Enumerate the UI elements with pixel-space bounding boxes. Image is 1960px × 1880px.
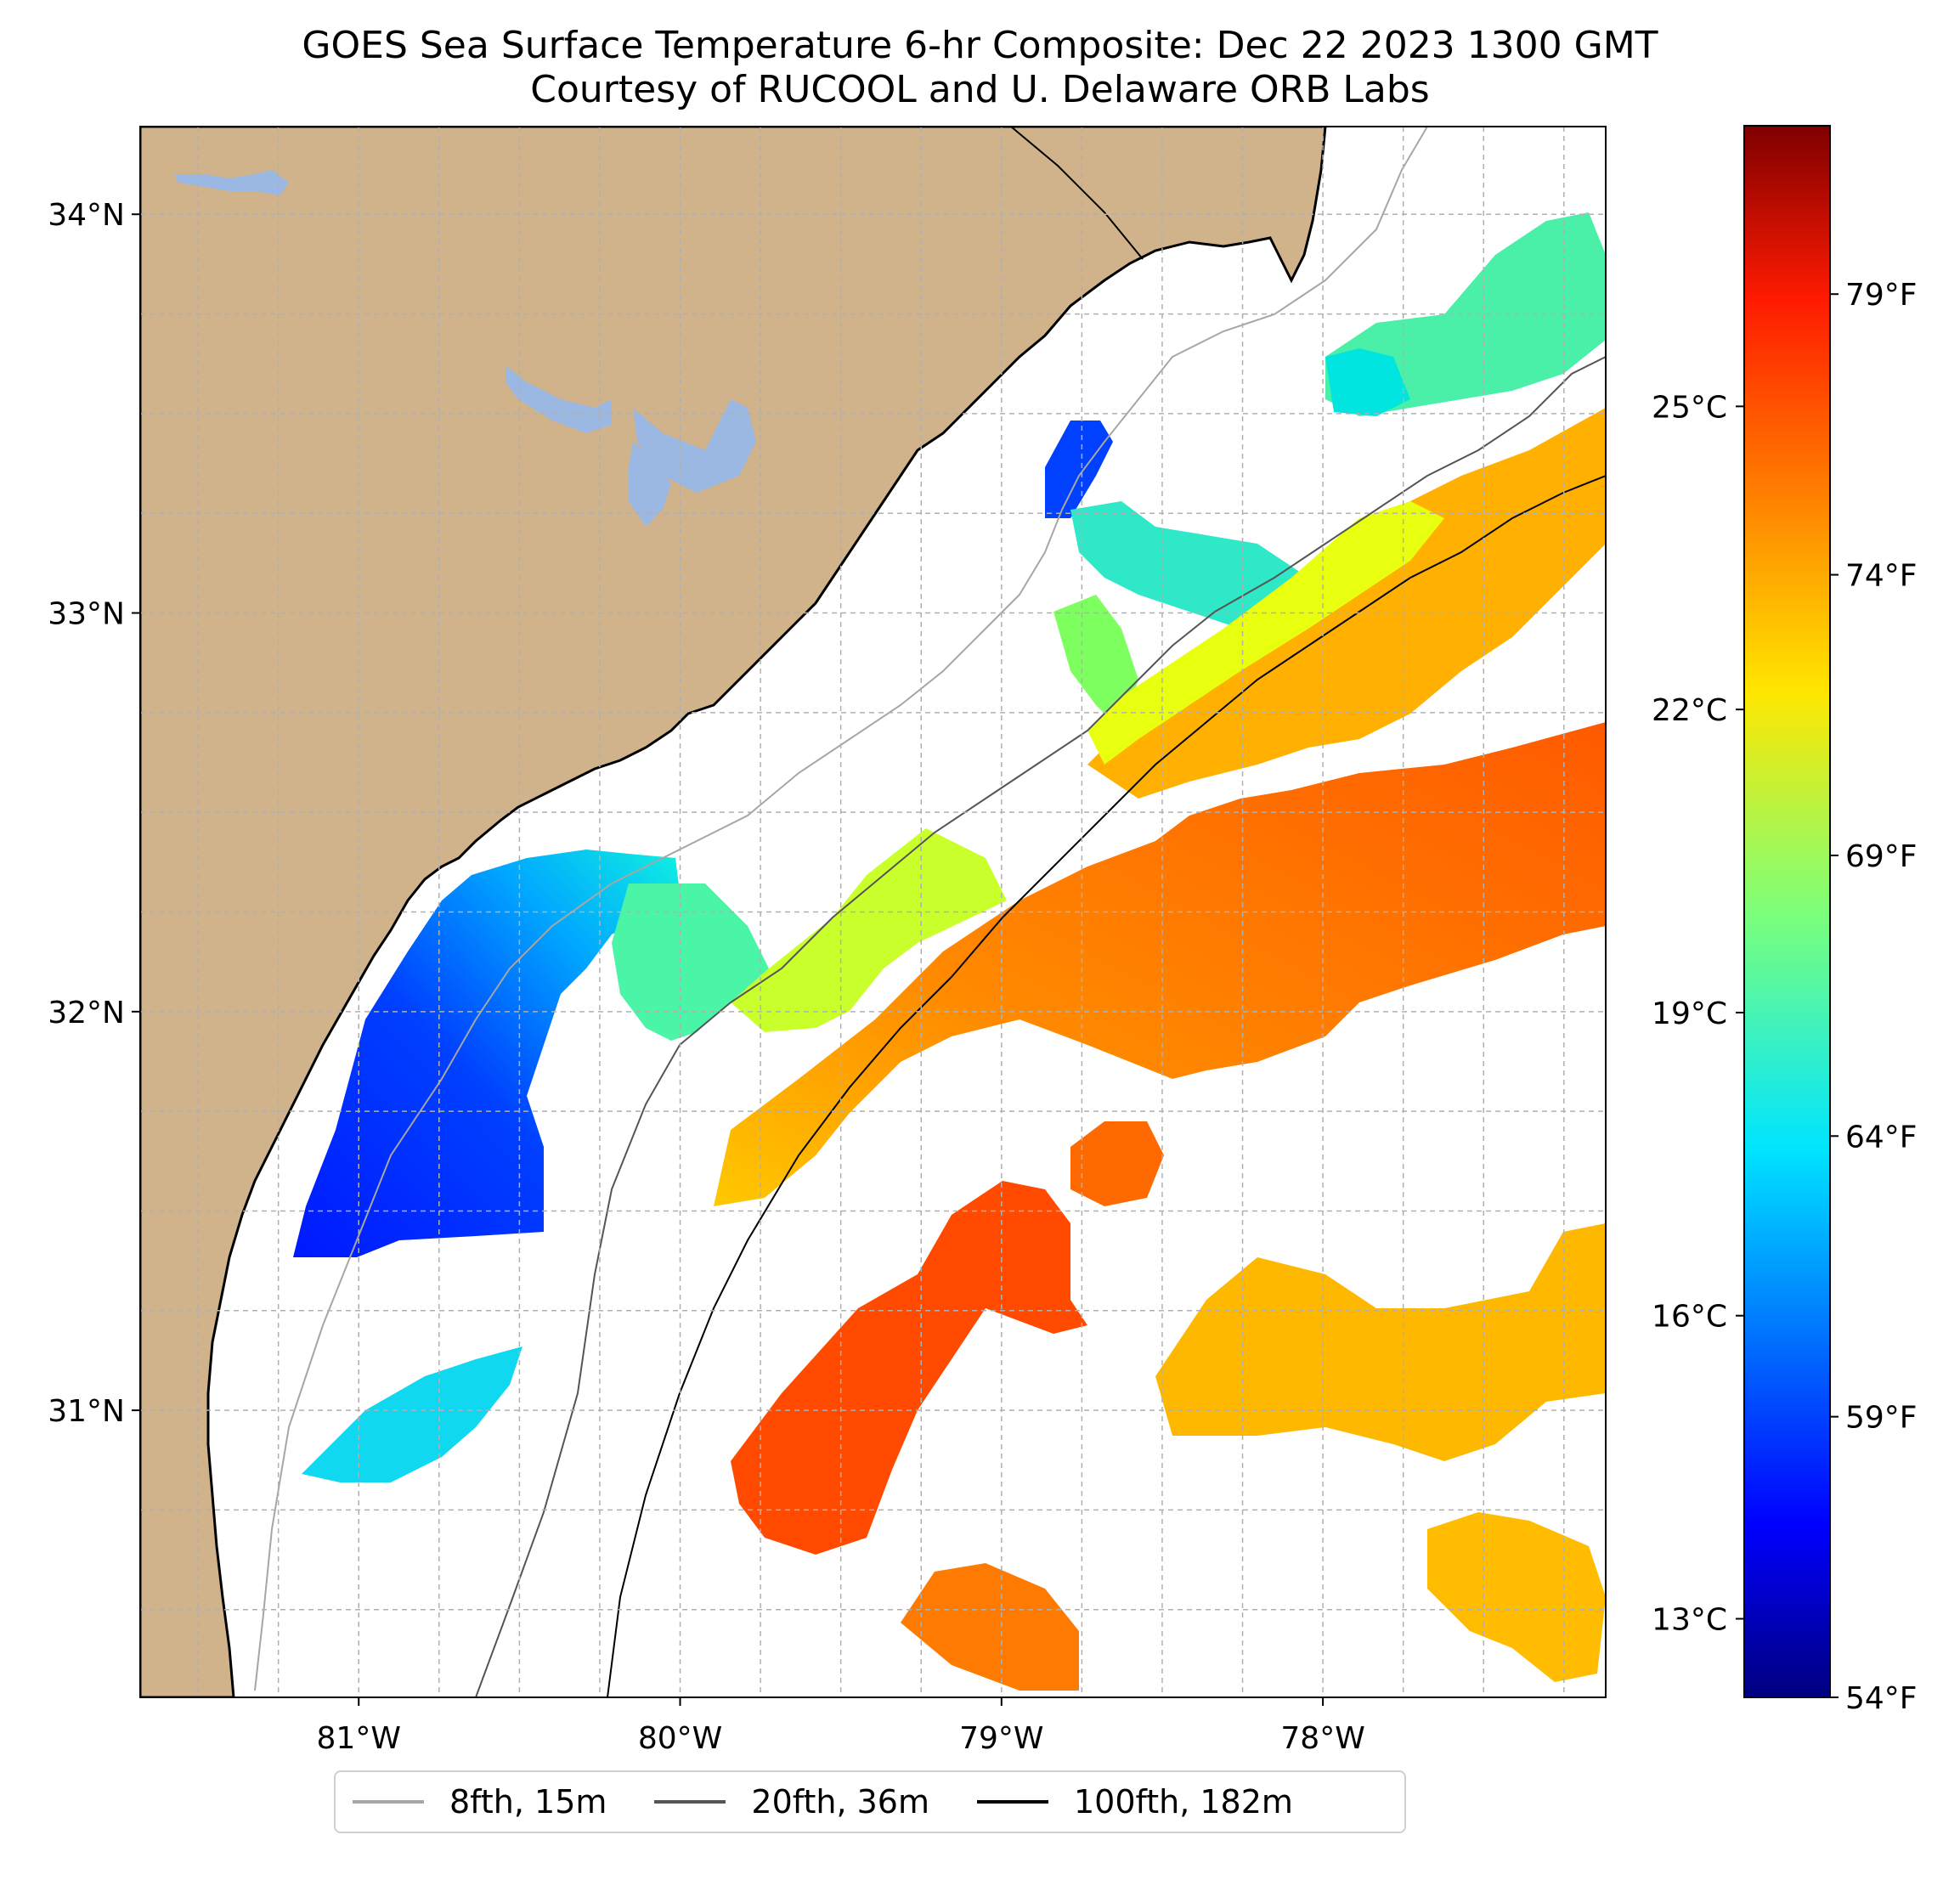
chart-title-line2: Courtesy of RUCOOL and U. Delaware ORB L… bbox=[530, 68, 1430, 111]
lake-moultrie bbox=[633, 399, 756, 493]
sst-patch-cool-shelf-south bbox=[302, 1346, 522, 1482]
sst-patch-cold-coastal-georgia bbox=[293, 850, 680, 1257]
colorbar-celsius-label: 19°C bbox=[1652, 996, 1727, 1031]
sst-patch-cyan-nc bbox=[1325, 348, 1410, 416]
colorbar-fahrenheit-label: 69°F bbox=[1845, 839, 1918, 874]
colorbar-celsius-label: 16°C bbox=[1652, 1300, 1727, 1335]
colorbar-celsius-label: 13°C bbox=[1652, 1603, 1727, 1638]
lake-north bbox=[506, 365, 612, 433]
legend-item-20fth: 20fth, 36m bbox=[654, 1783, 929, 1821]
colorbar-celsius-label: 22°C bbox=[1652, 693, 1727, 728]
contour-legend: 8fth, 15m 20fth, 36m 100fth, 182m bbox=[334, 1770, 1406, 1833]
chart-title-line1: GOES Sea Surface Temperature 6-hr Compos… bbox=[302, 24, 1658, 67]
colorbar-fahrenheit-labels: 79°F 74°F 69°F 64°F 59°F 54°F bbox=[1830, 278, 1918, 1716]
map-panel bbox=[139, 126, 1607, 1698]
colorbar-fahrenheit-label: 74°F bbox=[1845, 559, 1918, 594]
colorbar-celsius-labels: 25°C 22°C 19°C 16°C 13°C bbox=[1652, 390, 1744, 1638]
sst-patch-warm-offshore-southeast bbox=[1427, 1512, 1606, 1682]
legend-line-20fth bbox=[654, 1800, 726, 1804]
sst-patch-cool-long-bay bbox=[1070, 501, 1308, 629]
colorbar-fahrenheit-label: 54°F bbox=[1845, 1681, 1918, 1716]
gridlines bbox=[140, 127, 1606, 1697]
colorbar-fahrenheit-label: 79°F bbox=[1845, 278, 1918, 313]
sst-patch-warm-offshore-southwest bbox=[901, 1563, 1079, 1691]
colorbar-gradient bbox=[1743, 125, 1831, 1698]
lake-northwest bbox=[174, 170, 289, 195]
state-border bbox=[1010, 127, 1144, 260]
contour-100fth bbox=[607, 475, 1606, 1697]
sst-patch-cold-long-bay bbox=[1045, 421, 1113, 518]
colorbar-celsius-label: 25°C bbox=[1652, 390, 1727, 425]
sst-patch-green-shelf bbox=[612, 884, 769, 1041]
legend-label-100fth: 100fth, 182m bbox=[1073, 1783, 1293, 1821]
lat-tick-label: 34°N bbox=[48, 198, 125, 233]
legend-label-20fth: 20fth, 36m bbox=[751, 1783, 929, 1821]
sst-patch-yellow-long-bay bbox=[1087, 501, 1444, 765]
legend-line-8fth bbox=[353, 1800, 424, 1804]
legend-item-8fth: 8fth, 15m bbox=[353, 1783, 607, 1821]
colorbar-fahrenheit-label: 59°F bbox=[1845, 1401, 1918, 1436]
lat-tick-label: 33°N bbox=[48, 597, 125, 632]
longitude-labels: 81°W 80°W 79°W 78°W bbox=[317, 1697, 1365, 1756]
contour-8fth bbox=[254, 127, 1428, 1691]
sst-patch-yellow-shelf bbox=[731, 828, 1007, 1032]
colorbar: 25°C 22°C 19°C 16°C 13°C 79°F 74°F 69°F 64°F 59°… bbox=[1652, 125, 1918, 1716]
latitude-labels: 34°N 33°N 32°N 31°N bbox=[48, 198, 140, 1429]
lon-tick-label: 79°W bbox=[959, 1721, 1043, 1756]
lat-tick-label: 32°N bbox=[48, 996, 125, 1030]
lon-tick-label: 80°W bbox=[638, 1721, 722, 1756]
lon-tick-label: 81°W bbox=[317, 1721, 401, 1756]
lake-marion bbox=[629, 442, 671, 527]
legend-label-8fth: 8fth, 15m bbox=[449, 1783, 607, 1821]
map-frame bbox=[139, 126, 1607, 1698]
sst-patch-warm-offshore-south bbox=[731, 1181, 1087, 1555]
lon-tick-label: 78°W bbox=[1280, 1721, 1364, 1756]
sst-patch-green-long-bay bbox=[1053, 595, 1138, 731]
legend-line-100fth bbox=[976, 1800, 1048, 1804]
sst-patch-gulf-stream-band bbox=[714, 722, 1606, 1206]
colorbar-fahrenheit-label: 64°F bbox=[1845, 1120, 1918, 1155]
sst-patch-warm-offshore-east bbox=[1155, 1223, 1606, 1461]
land-mass bbox=[140, 127, 1327, 1697]
lat-tick-label: 31°N bbox=[48, 1394, 125, 1429]
legend-item-100fth: 100fth, 182m bbox=[976, 1783, 1293, 1821]
contour-20fth bbox=[475, 356, 1606, 1697]
sst-patch-warm-offshore-small bbox=[1070, 1121, 1164, 1206]
